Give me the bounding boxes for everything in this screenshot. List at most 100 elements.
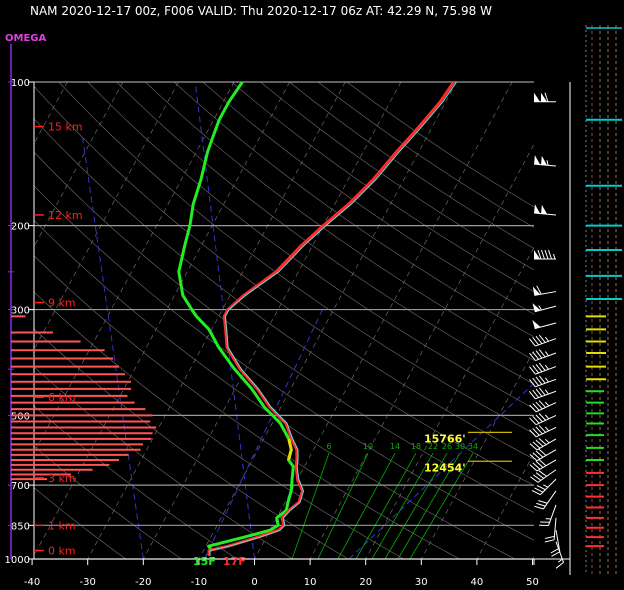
x-tick-label: 20 <box>359 577 372 588</box>
wind-barb <box>529 349 557 362</box>
dry-adiabat <box>317 82 534 228</box>
labels: 6 10 14 18 22 26 30 34 15 km 12 km 9 km 6 km 3 km 1 k… <box>34 121 512 568</box>
wind-barb <box>529 459 557 472</box>
mixing-ratio-line <box>384 452 448 559</box>
wind-barb <box>550 530 561 557</box>
x-tick-label: -10 <box>191 577 207 588</box>
surface-temp-label: 17F <box>223 555 246 568</box>
y-tick-label: 1000 <box>5 555 30 566</box>
height-label: 9 km <box>48 297 76 310</box>
dry-adiabat <box>346 82 534 208</box>
mixing-ratio-line <box>397 452 461 559</box>
wind-barb <box>529 437 557 451</box>
height-label: 0 km <box>48 545 76 558</box>
dry-adiabat <box>34 445 182 559</box>
dry-adiabat <box>34 85 534 460</box>
wind-barb <box>534 490 557 510</box>
isotherm <box>34 82 179 351</box>
wind-barb <box>544 517 557 543</box>
x-tick-label: 50 <box>526 577 539 588</box>
mixing-ratio-label: 6 <box>326 442 331 451</box>
wind-barb <box>529 334 557 347</box>
wind-barb <box>532 285 557 296</box>
mixing-ratio-line <box>291 453 330 559</box>
x-tick-label: 10 <box>304 577 317 588</box>
isotherm <box>365 246 534 559</box>
chart-title: NAM 2020-12-17 00z, F006 VALID: Thu 2020… <box>30 4 492 18</box>
isotherm <box>0 71 17 569</box>
isotherm <box>34 82 124 248</box>
dry-adiabat <box>87 82 534 409</box>
wind-barb <box>534 92 556 103</box>
wind-barb <box>555 541 564 569</box>
wind-barb <box>531 478 557 496</box>
dry-adiabat <box>34 405 238 559</box>
y-tick-label: 300 <box>11 306 30 317</box>
mixing-ratio-label: 22 <box>428 442 438 451</box>
isotherm <box>420 349 534 559</box>
isotherm <box>142 82 402 559</box>
omega-label: OMEGA <box>5 33 47 44</box>
isotherm <box>254 82 513 559</box>
mixing-ratio-label: 26 <box>442 442 452 451</box>
virtual_temperature-line <box>209 82 457 556</box>
dry-adiabat <box>34 219 516 559</box>
height-label: 1 km <box>48 519 76 532</box>
y-tick-label: 500 <box>11 411 30 422</box>
mixing-ratio-label: 18 <box>411 442 421 451</box>
dry-adiabat <box>34 255 461 559</box>
isotherm <box>198 82 457 559</box>
dewpoint_highlight-line <box>287 438 293 461</box>
moist-adiabat <box>204 309 323 559</box>
isotherm <box>34 82 235 454</box>
wind-barb <box>529 425 557 438</box>
isobars: 100 200 300 500 700 850 1000 -40 -30 -20 -10 0 10 20 3… <box>5 44 571 588</box>
wind-barb <box>534 249 556 260</box>
wind-barb <box>529 400 557 413</box>
dry-adiabat <box>34 151 534 513</box>
isotherm <box>309 143 534 559</box>
surface-temp-label: 15F <box>193 555 216 568</box>
dry-adiabat <box>231 82 534 293</box>
wind-speed-bars <box>585 25 622 575</box>
height-label: 3 km <box>48 472 76 485</box>
mixing-ratio-label: 14 <box>390 442 400 451</box>
x-tick-label: -30 <box>80 577 96 588</box>
height-label: 15 km <box>48 121 83 134</box>
wind-barb <box>532 319 557 330</box>
wind-barb <box>538 504 557 527</box>
wind-barb <box>529 448 557 462</box>
wind-barb <box>530 469 557 483</box>
wind-barb <box>532 303 557 313</box>
moist-adiabat <box>348 382 534 559</box>
dry-adiabat <box>173 82 534 338</box>
mixing-ratio-label: 30 <box>455 442 465 451</box>
dry-adiabat <box>289 82 534 249</box>
wind-barbs <box>529 92 564 569</box>
dry-adiabat <box>34 291 405 559</box>
height-label: 6 km <box>48 391 76 404</box>
dry-adiabat <box>260 82 534 271</box>
x-tick-label: 40 <box>471 577 484 588</box>
mixing-ratio-line <box>409 452 474 559</box>
x-tick-label: 30 <box>415 577 428 588</box>
moist-adiabat <box>81 136 144 559</box>
omega-bars <box>11 315 157 481</box>
wind-barb <box>529 387 557 400</box>
mixing-ratio-line <box>371 452 434 559</box>
dry-adiabat <box>34 328 349 559</box>
level-marker-label: 15766' <box>424 432 466 445</box>
isotherm <box>583 71 624 569</box>
wind-barb <box>534 204 557 216</box>
dry-adiabat <box>34 185 534 541</box>
dry-adiabat <box>145 82 534 361</box>
y-tick-label: 200 <box>11 222 30 233</box>
temperature-line <box>207 82 455 556</box>
wind-barb <box>529 375 557 388</box>
background-lines <box>0 71 624 569</box>
isotherm <box>532 555 534 559</box>
x-tick-label: -20 <box>135 577 151 588</box>
mixing-ratio-label: 10 <box>363 442 373 451</box>
profiles <box>177 82 457 556</box>
mixing-ratio-line <box>337 452 396 559</box>
